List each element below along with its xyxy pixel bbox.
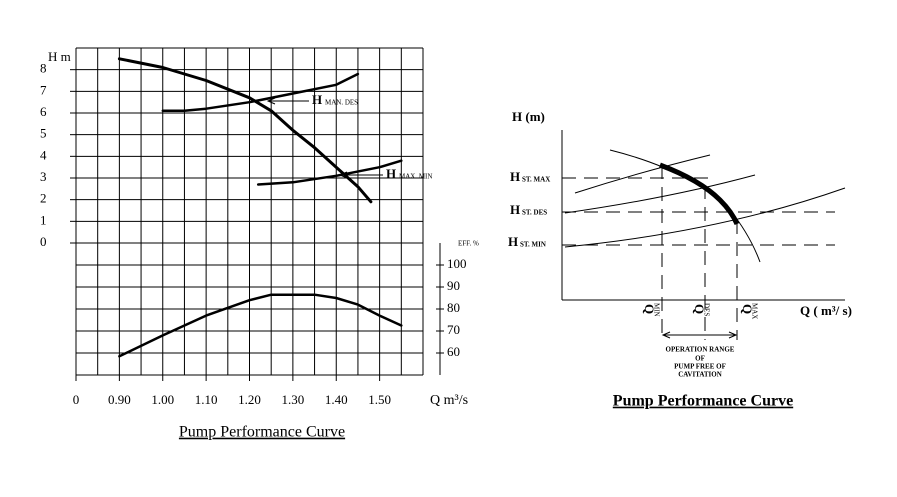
y-tick-label: 1: [40, 212, 47, 227]
y2-axis-label: EFF. %: [458, 240, 479, 248]
flow-label: Q: [692, 304, 707, 314]
y-tick-label: 8: [40, 61, 47, 76]
level-label: H: [508, 234, 518, 249]
y-axis-label: H m: [48, 49, 71, 64]
range-note: PUMP FREE OF: [674, 363, 726, 371]
y2-tick-label: 90: [447, 278, 460, 293]
range-note: OF: [695, 355, 705, 363]
y2-tick-label: 80: [447, 300, 460, 315]
annotation-arrow-head: [266, 97, 276, 105]
annotation: H: [312, 92, 322, 107]
curve: [117, 57, 373, 204]
level-label: H: [510, 169, 520, 184]
range-note: CAVITATION: [678, 371, 722, 379]
x-tick-label: 1.50: [368, 392, 391, 407]
schematic-y-label: H (m): [512, 109, 545, 124]
y2-tick-label: 70: [447, 322, 460, 337]
annotation-arrow-head: [338, 171, 348, 179]
annotation-sub: MAN. DES: [325, 99, 358, 107]
x-tick-label: 1.40: [325, 392, 348, 407]
x-tick-label: 1.10: [195, 392, 218, 407]
flow-label: Q: [740, 304, 755, 314]
x-tick-label: 1.00: [151, 392, 174, 407]
level-label: H: [510, 202, 520, 217]
y-tick-label: 3: [40, 169, 47, 184]
y-tick-label: 5: [40, 126, 47, 141]
schematic-x-label: Q ( m³/ s): [800, 303, 852, 318]
y2-tick-label: 60: [447, 344, 460, 359]
annotation: H: [386, 166, 396, 181]
system-curve: [574, 154, 711, 194]
flow-label-sub: MAX: [750, 303, 758, 319]
range-note: OPERATION RANGE: [666, 346, 735, 354]
x-tick-label: 1.20: [238, 392, 261, 407]
schematic-title: Pump Performance Curve: [613, 393, 793, 410]
y-tick-label: 2: [40, 191, 47, 206]
y2-tick-label: 100: [447, 256, 467, 271]
flow-label: Q: [642, 304, 657, 314]
operating-range-curve: [659, 162, 740, 226]
level-label-sub: ST. MAX: [522, 176, 550, 184]
y-tick-label: 0: [40, 234, 47, 249]
curve: [161, 72, 360, 113]
y-tick-label: 4: [40, 147, 47, 162]
flow-label-sub: DES: [702, 303, 710, 316]
x-tick-label: 0.90: [108, 392, 131, 407]
schematic: [561, 130, 846, 340]
system-curve: [564, 174, 756, 214]
x-axis-label: Q m³/s: [430, 393, 468, 408]
annotation-sub: MAX. MIN: [399, 173, 432, 181]
curve: [118, 293, 403, 358]
level-label-sub: ST. DES: [522, 209, 547, 217]
y-tick-label: 6: [40, 104, 47, 119]
x-tick-label: 1.30: [282, 392, 305, 407]
level-label-sub: ST. MIN: [520, 241, 546, 249]
curve: [256, 159, 403, 186]
system-curve: [564, 187, 846, 248]
x-tick-label: 0: [73, 392, 80, 407]
y-tick-label: 7: [40, 82, 47, 97]
chart-title: Pump Performance Curve: [179, 424, 345, 441]
flow-label-sub: MIN: [652, 303, 660, 317]
range-arrow-heads: [661, 331, 738, 339]
